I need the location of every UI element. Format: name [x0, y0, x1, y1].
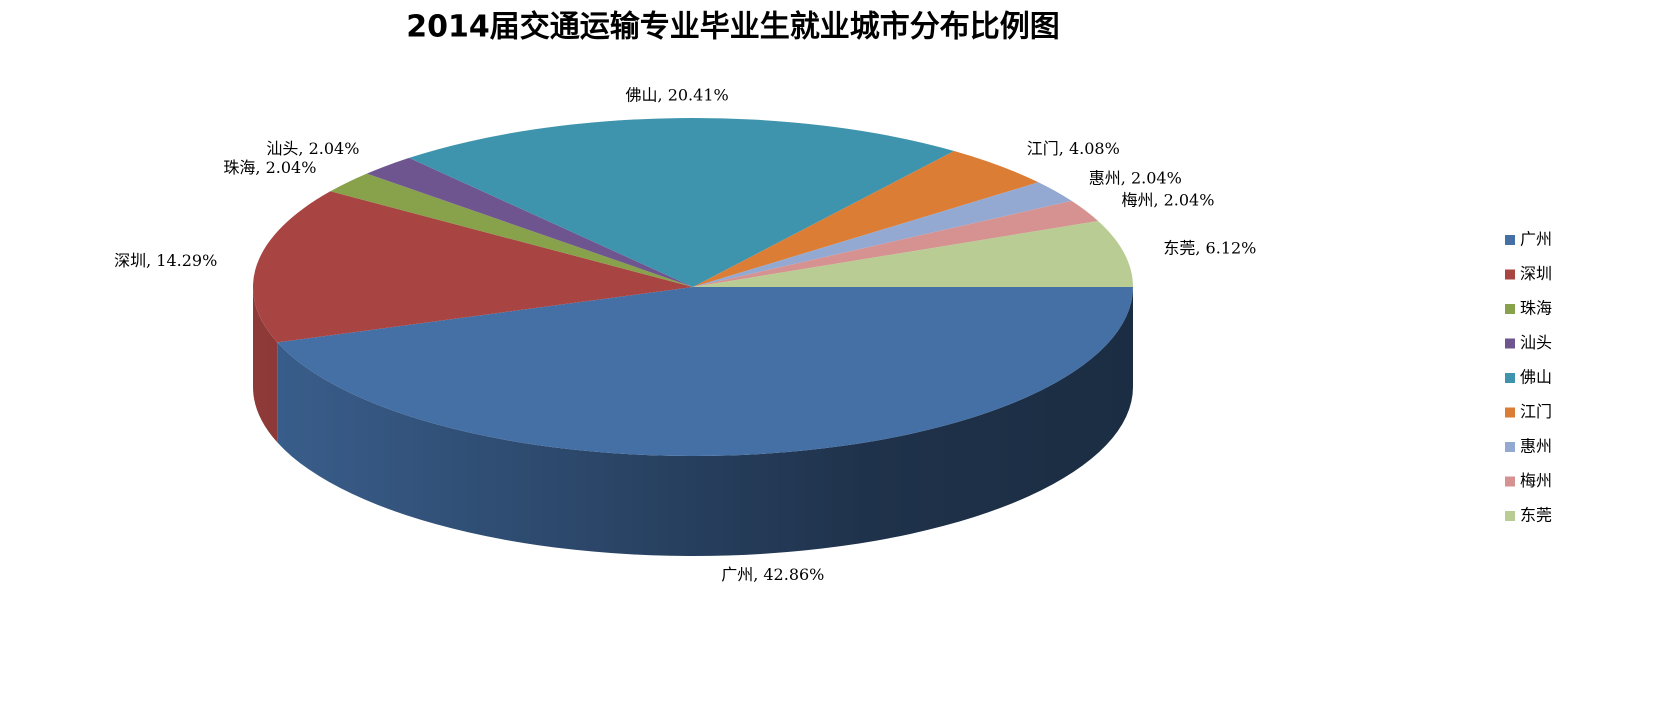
legend-label: 梅州 [1520, 471, 1552, 490]
data-label: 梅州, 2.04% [1121, 190, 1214, 209]
legend-swatch [1505, 304, 1515, 314]
slice [693, 200, 1099, 287]
data-label: 佛山, 20.41% [626, 86, 729, 105]
slice-side [253, 287, 278, 443]
data-label: 珠海, 2.04% [223, 158, 316, 177]
pie-sides [253, 287, 1133, 556]
slice [366, 157, 693, 287]
legend-label: 珠海 [1520, 299, 1552, 318]
legend-label: 汕头 [1520, 333, 1552, 352]
slice [277, 287, 1133, 456]
data-label: 深圳, 14.29% [114, 251, 217, 270]
slice [693, 182, 1072, 287]
legend-swatch [1505, 407, 1515, 418]
legend-swatch [1505, 338, 1515, 349]
legend-label: 惠州 [1520, 437, 1552, 456]
slice-side [277, 287, 1133, 556]
legend-swatch [1505, 373, 1515, 383]
chart-title: 2014届交通运输专业毕业生就业城市分布比例图 [406, 10, 1060, 45]
slice [330, 173, 693, 287]
slice [409, 117, 955, 287]
legend-label: 广州 [1520, 230, 1552, 249]
data-label: 江门, 4.08% [1027, 139, 1120, 158]
legend-swatch [1505, 235, 1515, 245]
legend-swatch [1505, 269, 1515, 280]
data-label: 汕头, 2.04% [266, 139, 359, 158]
slice [253, 191, 693, 343]
legend-swatch [1505, 442, 1515, 452]
data-label: 惠州, 2.04% [1089, 168, 1182, 187]
legend-swatch [1505, 511, 1515, 521]
legend-label: 佛山 [1520, 368, 1552, 387]
slice [693, 150, 1039, 287]
legend-label: 深圳 [1520, 264, 1552, 283]
legend-swatch [1505, 476, 1515, 487]
slice [693, 221, 1133, 287]
data-label: 东莞, 6.12% [1163, 238, 1256, 257]
legend-label: 江门 [1520, 402, 1552, 421]
data-label: 广州, 42.86% [721, 565, 824, 584]
legend-label: 东莞 [1520, 506, 1552, 525]
